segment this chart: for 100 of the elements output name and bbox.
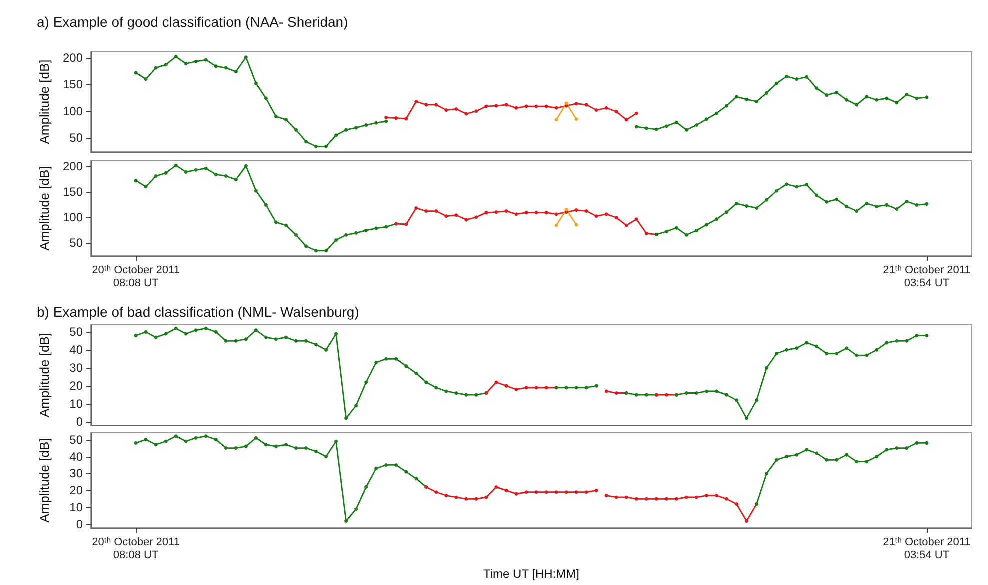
point	[464, 393, 468, 397]
point	[835, 458, 839, 462]
point	[755, 100, 759, 104]
point	[424, 380, 428, 384]
point	[765, 91, 769, 95]
point	[724, 104, 728, 108]
point	[464, 218, 468, 222]
point	[174, 55, 178, 59]
point	[274, 444, 278, 448]
point	[204, 166, 208, 170]
point	[414, 372, 418, 376]
y-tick-label: 10	[70, 500, 84, 515]
point	[734, 95, 738, 99]
point	[454, 107, 458, 111]
point	[614, 216, 618, 220]
point	[134, 179, 138, 183]
y-tick-label: 20	[70, 484, 84, 498]
point	[584, 103, 588, 107]
point	[614, 392, 618, 396]
point	[704, 118, 708, 122]
point	[344, 416, 348, 420]
point	[825, 94, 829, 98]
point	[204, 326, 208, 330]
y-tick-label: 100	[62, 210, 84, 224]
point	[925, 96, 929, 100]
point	[915, 96, 919, 100]
point	[184, 440, 188, 444]
point	[414, 477, 418, 481]
point	[324, 348, 328, 352]
y-tick-label: 200	[62, 50, 84, 65]
point	[684, 128, 688, 132]
point	[444, 494, 448, 498]
point	[224, 339, 228, 343]
point	[584, 210, 588, 214]
y-tick-label: 100	[62, 104, 84, 118]
point	[654, 497, 658, 501]
point	[374, 226, 378, 230]
y-tick-label: 20	[70, 379, 84, 394]
point	[494, 486, 498, 490]
x-tick-label: 20ᵗʰ October 2011 08:08 UT	[92, 536, 180, 562]
point	[144, 330, 148, 334]
point	[284, 336, 288, 340]
point	[314, 450, 318, 454]
point	[724, 497, 728, 501]
point	[484, 496, 488, 500]
point	[164, 171, 168, 175]
point	[745, 519, 748, 523]
point	[664, 230, 668, 234]
point	[815, 344, 819, 348]
point	[154, 443, 158, 447]
point	[364, 486, 368, 490]
point	[724, 393, 728, 397]
point	[364, 124, 368, 128]
point	[865, 354, 869, 358]
point	[805, 341, 809, 345]
point	[394, 357, 398, 361]
point	[634, 393, 638, 397]
point	[624, 224, 628, 228]
point	[634, 497, 638, 501]
point	[724, 210, 728, 214]
x-tick-label: 21ᵗʰ October 2011 03:54 UT	[883, 264, 971, 290]
point	[875, 348, 879, 352]
point	[304, 140, 308, 144]
point	[154, 336, 158, 340]
point	[875, 204, 879, 208]
chart-title: a) Example of good classification (NAA- Sheridan)	[37, 14, 348, 30]
point	[845, 346, 849, 350]
point	[254, 189, 258, 193]
point	[755, 398, 759, 402]
point	[334, 134, 338, 138]
point	[885, 341, 889, 345]
point	[524, 211, 528, 215]
point	[454, 392, 458, 396]
y-tick-label: 0	[76, 415, 84, 429]
y-tick-label: 40	[70, 343, 84, 358]
point	[865, 460, 869, 464]
point	[144, 78, 148, 82]
x-tick-label: 21ᵗʰ October 2011 03:54 UT	[883, 536, 971, 562]
point	[905, 446, 909, 450]
point	[734, 398, 738, 402]
point	[514, 106, 518, 110]
point	[694, 228, 698, 232]
point	[584, 386, 588, 390]
point	[644, 126, 648, 130]
point	[865, 202, 869, 206]
point	[564, 208, 568, 212]
point	[714, 390, 718, 394]
point	[845, 453, 849, 457]
point	[704, 494, 708, 498]
point	[885, 203, 889, 207]
point	[674, 497, 678, 501]
point	[664, 124, 668, 128]
point	[644, 497, 648, 501]
point	[524, 490, 528, 494]
point	[144, 185, 148, 189]
point	[164, 63, 168, 67]
y-tick-label: 50	[70, 131, 84, 146]
y-tick-label: 0	[76, 518, 84, 532]
x-axis-title: Time UT [HH:MM]	[484, 567, 580, 581]
point	[264, 336, 268, 340]
